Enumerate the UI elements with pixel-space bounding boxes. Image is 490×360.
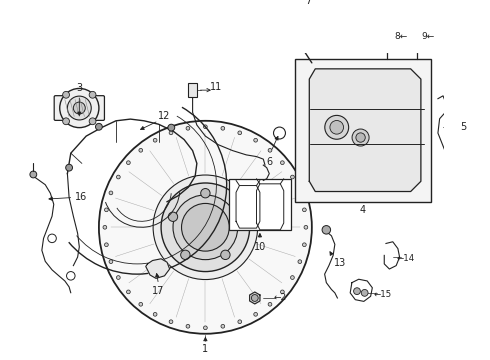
Polygon shape (309, 69, 421, 192)
Circle shape (352, 129, 369, 146)
Bar (188, 83, 197, 97)
FancyBboxPatch shape (54, 96, 104, 120)
Circle shape (186, 324, 190, 328)
Text: 5: 5 (460, 122, 466, 132)
Circle shape (280, 290, 284, 294)
Circle shape (268, 148, 272, 152)
Circle shape (153, 312, 157, 316)
Circle shape (221, 126, 225, 130)
Text: 8←: 8← (394, 32, 408, 41)
Text: 7: 7 (305, 0, 312, 6)
Text: 13: 13 (334, 258, 346, 268)
Circle shape (298, 260, 302, 264)
Circle shape (201, 189, 210, 198)
Circle shape (304, 225, 308, 229)
Text: 9←: 9← (422, 32, 435, 41)
Circle shape (203, 326, 207, 330)
Circle shape (66, 164, 73, 171)
Circle shape (383, 44, 392, 53)
Circle shape (126, 161, 130, 165)
Circle shape (291, 175, 294, 179)
Text: 10: 10 (254, 242, 266, 252)
Circle shape (354, 288, 361, 294)
Circle shape (169, 131, 173, 135)
Circle shape (104, 243, 108, 247)
Circle shape (251, 294, 258, 301)
Circle shape (153, 138, 157, 142)
Text: ←2: ←2 (274, 293, 287, 302)
Circle shape (220, 250, 230, 260)
Circle shape (74, 102, 85, 114)
Circle shape (60, 89, 99, 128)
Circle shape (161, 183, 250, 271)
Circle shape (413, 44, 422, 53)
Circle shape (103, 225, 107, 229)
Circle shape (63, 118, 70, 125)
Circle shape (168, 124, 175, 131)
Circle shape (99, 121, 312, 334)
Circle shape (238, 320, 242, 324)
Circle shape (104, 208, 108, 212)
Circle shape (233, 212, 243, 221)
Circle shape (89, 91, 96, 98)
Text: 3: 3 (76, 84, 82, 94)
Circle shape (173, 195, 238, 260)
Circle shape (30, 171, 37, 178)
Circle shape (109, 191, 113, 195)
Polygon shape (146, 259, 170, 278)
Circle shape (89, 118, 96, 125)
Text: 12: 12 (158, 111, 171, 121)
Circle shape (325, 116, 349, 139)
Circle shape (181, 203, 229, 251)
Circle shape (139, 148, 143, 152)
Circle shape (139, 302, 143, 306)
Circle shape (298, 191, 302, 195)
Circle shape (126, 290, 130, 294)
Circle shape (254, 138, 258, 142)
Circle shape (181, 250, 190, 260)
Text: 17: 17 (152, 286, 165, 296)
Text: 4: 4 (360, 205, 366, 215)
Circle shape (168, 212, 178, 221)
Text: ←14: ←14 (396, 254, 415, 263)
Circle shape (117, 276, 120, 279)
Circle shape (302, 208, 306, 212)
Circle shape (238, 131, 242, 135)
Circle shape (322, 226, 331, 234)
Circle shape (330, 121, 343, 134)
Text: 1: 1 (202, 344, 208, 354)
Circle shape (203, 125, 207, 129)
Circle shape (68, 96, 91, 120)
Text: 16: 16 (75, 193, 87, 202)
Bar (295, 59, 431, 202)
Circle shape (268, 302, 272, 306)
Polygon shape (249, 292, 260, 304)
Circle shape (96, 123, 102, 130)
Circle shape (221, 324, 225, 328)
Circle shape (280, 161, 284, 165)
Bar (229, 179, 291, 230)
Circle shape (109, 260, 113, 264)
Circle shape (254, 312, 258, 316)
Circle shape (63, 91, 70, 98)
Circle shape (302, 243, 306, 247)
Circle shape (356, 133, 365, 142)
Circle shape (361, 289, 368, 296)
Circle shape (293, 37, 302, 46)
Circle shape (117, 175, 120, 179)
Circle shape (153, 175, 258, 280)
Text: ←15: ←15 (373, 290, 392, 299)
Circle shape (291, 276, 294, 279)
Circle shape (169, 320, 173, 324)
Text: 11: 11 (210, 82, 222, 92)
Circle shape (186, 126, 190, 130)
Text: 6: 6 (266, 157, 272, 167)
